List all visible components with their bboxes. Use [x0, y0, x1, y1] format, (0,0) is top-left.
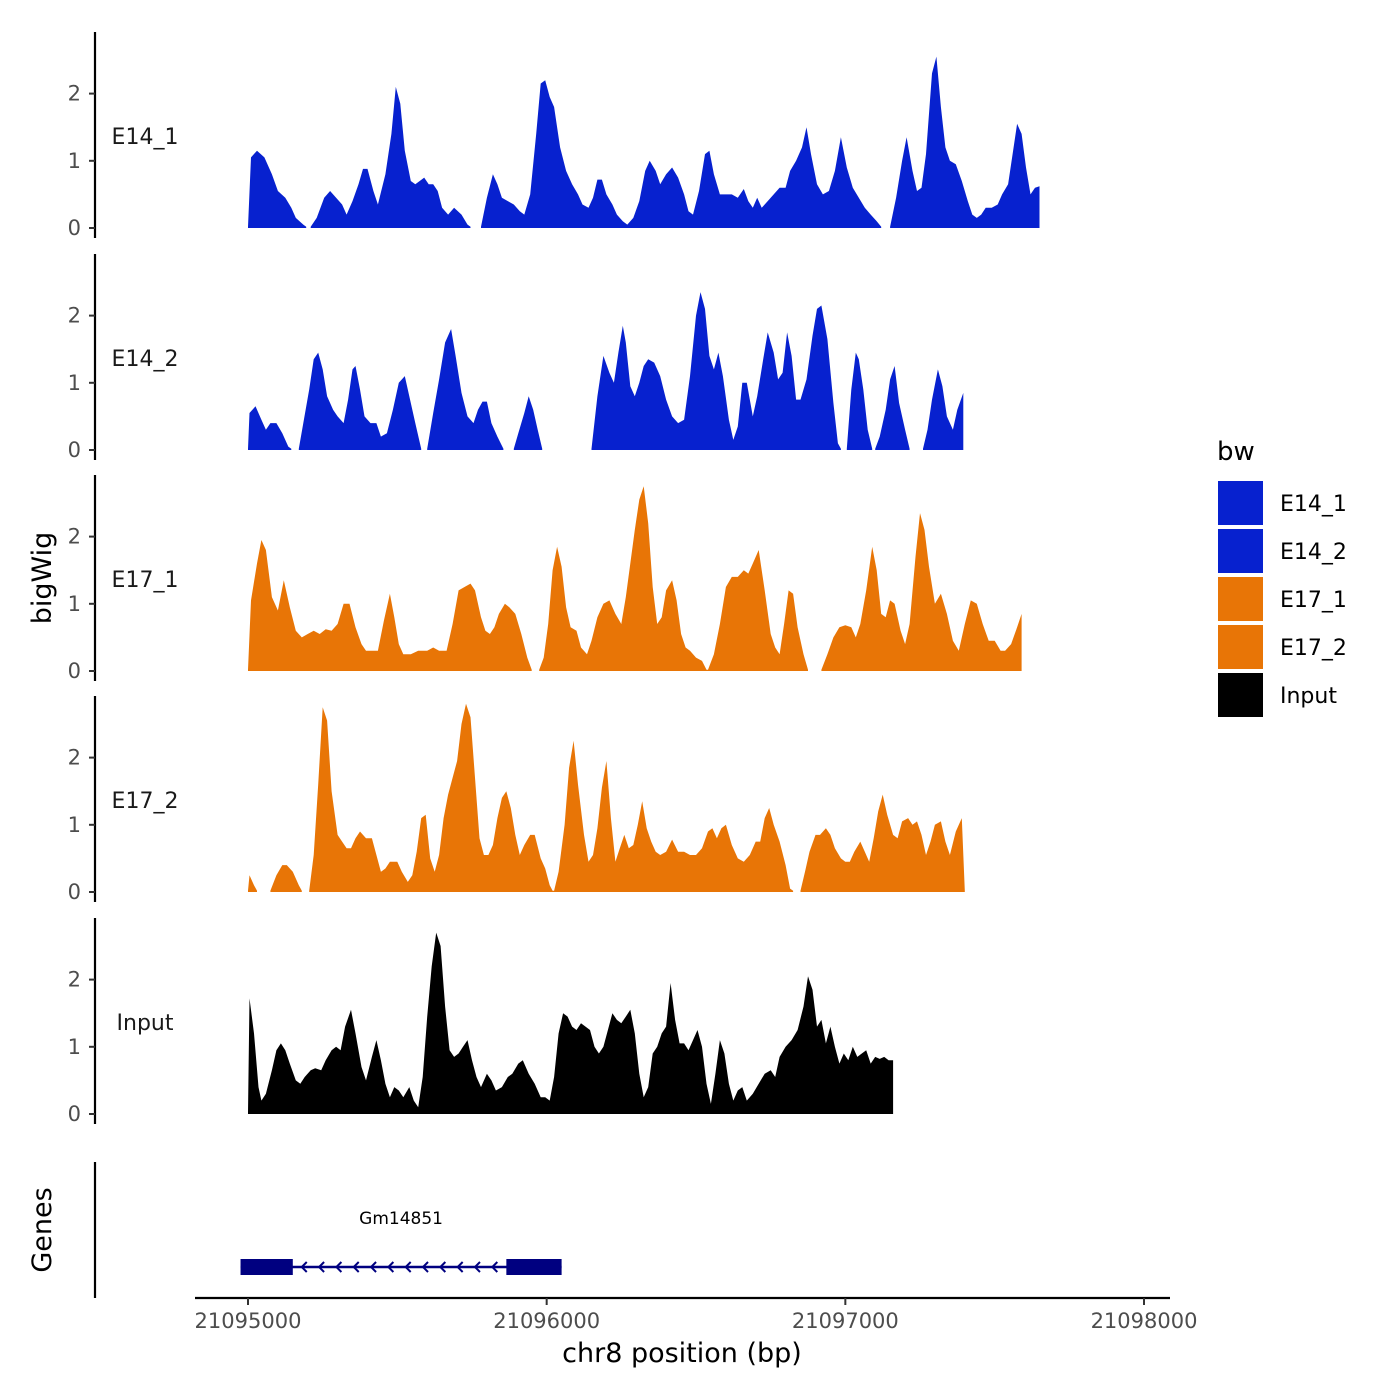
legend-label: Input [1280, 684, 1337, 709]
strand-arrow [456, 1261, 464, 1273]
y-tick-label: 0 [68, 659, 81, 683]
coverage-area-segment [846, 352, 873, 450]
y-tick-label: 0 [68, 438, 81, 462]
legend-label: E17_2 [1280, 636, 1347, 661]
x-axis-title: chr8 position (bp) [562, 1338, 802, 1369]
panel-e17-1: 0 1 2 E17_1 [68, 475, 1022, 683]
y-tick-label: 2 [68, 746, 81, 770]
legend-items: E14_1 E14_2 E17_1 E17_2 Input [1218, 481, 1347, 717]
y-tick-label: 1 [68, 592, 81, 616]
gene-name-label: Gm14851 [359, 1209, 443, 1229]
y-tick-label: 0 [68, 880, 81, 904]
gene-exon-block [506, 1259, 562, 1275]
coverage-area-segment [310, 86, 471, 229]
track-label: E17_2 [112, 789, 179, 814]
x-tick-label: 21098000 [1091, 1309, 1198, 1333]
y-tick-label: 1 [68, 149, 81, 173]
strand-arrow [352, 1261, 360, 1273]
legend-title: bw [1217, 437, 1255, 467]
legend-swatch [1218, 529, 1263, 573]
y-tick-label: 2 [68, 304, 81, 328]
y-tick-label: 1 [68, 813, 81, 837]
panel-e14-2: 0 1 2 E14_2 [68, 254, 964, 462]
track-label: E14_2 [112, 347, 179, 372]
y-tick-label: 0 [68, 1102, 81, 1126]
x-axis: 21095000 21096000 21097000 21098000 chr8 po… [195, 1296, 1198, 1369]
coverage-area-segment [821, 513, 1022, 671]
strand-arrow [421, 1261, 429, 1273]
coverage-area-segment [923, 369, 964, 450]
y-tick-label: 2 [68, 525, 81, 549]
coverage-area-segment [513, 396, 543, 450]
y-tick-label: 1 [68, 371, 81, 395]
coverage-area-segment [309, 703, 794, 892]
coverage-area-segment [591, 292, 841, 450]
strand-arrow [300, 1261, 308, 1273]
coverage-area-segment [800, 794, 965, 892]
coverage-area-segment [298, 352, 422, 450]
strand-arrow [317, 1261, 325, 1273]
x-tick-label: 21096000 [493, 1309, 600, 1333]
gene-track: Genes Gm14851 [27, 1162, 562, 1298]
coverage-area-segment [890, 56, 1040, 228]
legend-swatch [1218, 625, 1263, 669]
panel-e14-1: 0 1 2 E14_1 [68, 32, 1040, 240]
track-label: Input [117, 1011, 174, 1036]
y-tick-label: 1 [68, 1035, 81, 1059]
coverage-area-segment [427, 329, 504, 450]
legend-label: E17_1 [1280, 588, 1347, 613]
coverage-panels: 0 1 2 E14_1 0 1 2 E14_2 0 1 2 E17_1 0 1 2 E17_2 0 1 2 Input [68, 32, 1040, 1126]
gene-model-gm14851: Gm14851 [240, 1209, 562, 1275]
coverage-area-segment [248, 406, 292, 450]
y-axis-title: bigWig [27, 532, 58, 625]
coverage-area-segment [875, 366, 910, 450]
strand-arrow [473, 1261, 481, 1273]
legend-swatch [1218, 481, 1263, 525]
legend: bw E14_1 E14_2 E17_1 E17_2 Input [1217, 437, 1347, 717]
coverage-area-segment [248, 150, 307, 228]
coverage-area-segment [270, 865, 302, 892]
strand-arrow [334, 1261, 343, 1273]
panel-input: 0 1 2 Input [68, 918, 894, 1126]
coverage-area-segment [248, 875, 257, 892]
legend-swatch [1218, 673, 1263, 717]
y-tick-label: 0 [68, 216, 81, 240]
x-tick-label: 21097000 [792, 1309, 899, 1333]
track-label: E14_1 [112, 125, 179, 150]
x-tick-label: 21095000 [195, 1309, 302, 1333]
y-tick-label: 2 [68, 968, 81, 992]
x-axis-ticks: 21095000 21096000 21097000 21098000 [195, 1298, 1198, 1333]
legend-swatch [1218, 577, 1263, 621]
coverage-area-segment [481, 80, 882, 228]
coverage-area-segment [248, 540, 532, 671]
panel-e17-2: 0 1 2 E17_2 [68, 696, 965, 904]
strand-arrow [438, 1261, 447, 1273]
strand-arrow [490, 1261, 499, 1273]
strand-arrow [404, 1261, 412, 1273]
gene-exon-block [240, 1259, 293, 1275]
coverage-area-segment [539, 486, 808, 671]
y-tick-label: 2 [68, 82, 81, 106]
strand-arrow [386, 1261, 395, 1273]
coverage-area-segment [248, 932, 894, 1114]
genes-axis-label: Genes [27, 1187, 58, 1272]
legend-label: E14_2 [1280, 540, 1347, 565]
strand-arrow [369, 1261, 377, 1273]
legend-label: E14_1 [1280, 492, 1347, 517]
track-label: E17_1 [112, 568, 179, 593]
